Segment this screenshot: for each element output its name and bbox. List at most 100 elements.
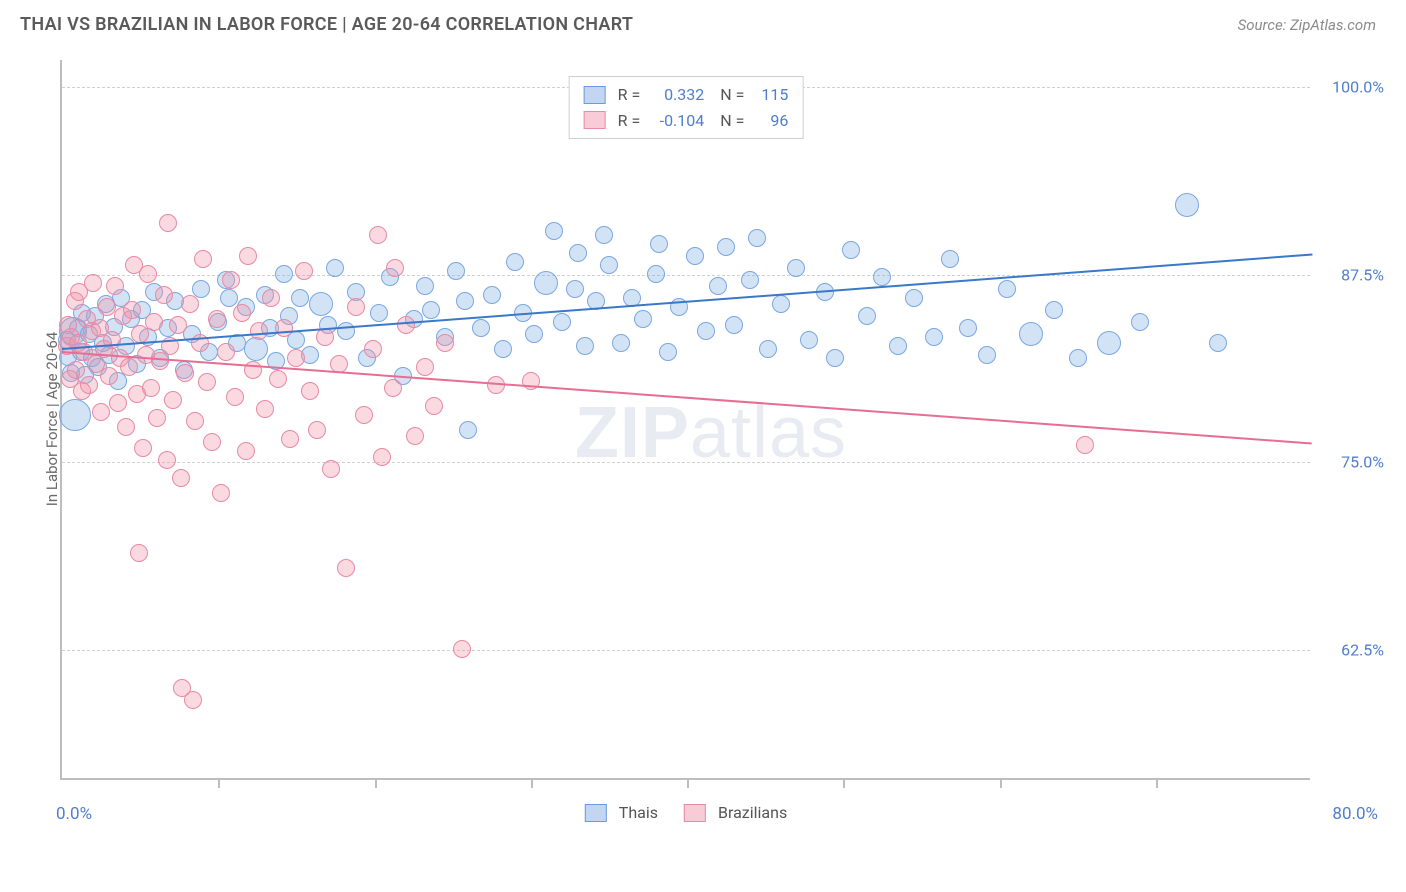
legend-row-thais: R = 0.332 N = 115 [584, 82, 789, 108]
n-value-brazilians: 96 [752, 108, 788, 134]
data-point [800, 331, 818, 349]
data-point [978, 346, 996, 364]
data-point [194, 250, 212, 268]
data-point [998, 280, 1016, 298]
data-point [176, 364, 194, 382]
data-point [256, 400, 274, 418]
data-point [459, 421, 477, 439]
data-point [494, 340, 512, 358]
swatch-pink-icon [584, 111, 606, 129]
data-point [647, 265, 665, 283]
r-value-brazilians: -0.104 [648, 108, 704, 134]
swatch-blue-icon [585, 804, 607, 822]
data-point [212, 484, 230, 502]
chart-source: Source: ZipAtlas.com [1238, 16, 1376, 34]
data-point [217, 343, 235, 361]
data-point [456, 292, 474, 310]
x-tick [687, 778, 689, 788]
data-point [109, 394, 127, 412]
data-point [239, 247, 257, 265]
data-point [483, 286, 501, 304]
y-tick-label: 62.5% [1341, 640, 1384, 659]
data-point [181, 295, 199, 313]
r-label: R = [618, 108, 641, 134]
data-point [717, 238, 735, 256]
plot-area: In Labor Force | Age 20-64 ZIPatlas R = … [60, 60, 1310, 780]
data-point [416, 277, 434, 295]
data-point [301, 382, 319, 400]
data-point [139, 265, 157, 283]
data-point [158, 451, 176, 469]
x-tick [218, 778, 220, 788]
data-point [295, 262, 313, 280]
data-point [595, 226, 613, 244]
legend-item-thais: Thais [585, 803, 658, 822]
data-point [355, 406, 373, 424]
data-point [142, 379, 160, 397]
data-point [553, 313, 571, 331]
data-point [650, 235, 668, 253]
data-point [186, 412, 204, 430]
x-tick [531, 778, 533, 788]
data-point [534, 271, 558, 295]
data-point [1076, 436, 1094, 454]
data-point [576, 337, 594, 355]
chart-header: THAI VS BRAZILIAN IN LABOR FORCE | AGE 2… [0, 0, 1406, 45]
data-point [269, 370, 287, 388]
data-point [425, 397, 443, 415]
data-point [123, 301, 141, 319]
data-point [159, 214, 177, 232]
n-value-thais: 115 [752, 82, 788, 108]
data-point [148, 409, 166, 427]
data-point [347, 298, 365, 316]
data-point [1045, 301, 1063, 319]
y-tick-label: 100.0% [1332, 78, 1384, 97]
data-point [233, 304, 251, 322]
data-point [120, 358, 138, 376]
data-point [275, 319, 293, 337]
data-point [117, 418, 135, 436]
data-point [100, 367, 118, 385]
data-point [397, 316, 415, 334]
data-point [106, 277, 124, 295]
data-point [1209, 334, 1227, 352]
data-point [472, 319, 490, 337]
legend-label: Thais [619, 803, 658, 822]
y-tick-label: 75.0% [1341, 453, 1384, 472]
data-point [436, 334, 454, 352]
data-point [172, 469, 190, 487]
data-point [725, 316, 743, 334]
swatch-blue-icon [584, 86, 606, 104]
data-point [453, 640, 471, 658]
legend-item-brazilians: Brazilians [684, 803, 787, 822]
data-point [709, 277, 727, 295]
r-label: R = [618, 82, 641, 108]
gridline: 87.5% [62, 275, 1310, 276]
data-point [281, 430, 299, 448]
data-point [772, 295, 790, 313]
data-point [203, 433, 221, 451]
data-point [370, 304, 388, 322]
chart-title: THAI VS BRAZILIAN IN LABOR FORCE | AGE 2… [20, 14, 633, 35]
data-point [322, 460, 340, 478]
data-point [545, 222, 563, 240]
n-label: N = [712, 82, 744, 108]
data-point [759, 340, 777, 358]
r-value-thais: 0.332 [648, 82, 704, 108]
data-point [697, 322, 715, 340]
data-point [925, 328, 943, 346]
data-point [506, 253, 524, 271]
data-point [308, 421, 326, 439]
data-point [600, 256, 618, 274]
data-point [80, 376, 98, 394]
data-point [291, 289, 309, 307]
data-point [612, 334, 630, 352]
data-point [226, 388, 244, 406]
data-point [92, 403, 110, 421]
data-point [208, 310, 226, 328]
data-point [941, 250, 959, 268]
data-point [525, 325, 543, 343]
y-tick-label: 87.5% [1341, 265, 1384, 284]
data-point [164, 391, 182, 409]
data-point [373, 448, 391, 466]
